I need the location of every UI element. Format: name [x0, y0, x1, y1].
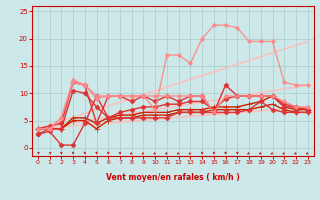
X-axis label: Vent moyen/en rafales ( km/h ): Vent moyen/en rafales ( km/h ) — [106, 174, 240, 183]
